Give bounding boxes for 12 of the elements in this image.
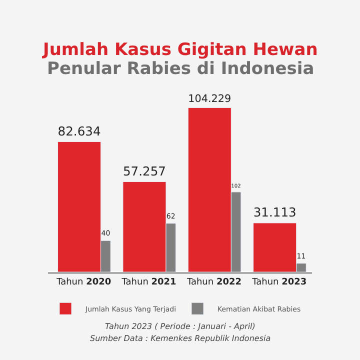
text: Sumber Data : Kemenkes Republik Indonesia [90,334,271,343]
data-label: 104.229 [188,92,232,105]
chart-subtitle: Penular Rabies di Indonesia [47,59,314,79]
data-label: 82.634 [58,124,101,138]
x-tick-label: Tahun 2023 [251,278,307,288]
x-tick-label: Tahun 2020 [56,278,112,288]
x-tick-label: Tahun 2022 [186,278,242,288]
x-tick-label: Tahun 2021 [120,278,176,288]
chart-title: Jumlah Kasus Gigitan Hewan [42,40,318,60]
text: Tahun 2023 ( Periode : Januari - April) [105,322,256,331]
data-label: 57.257 [122,164,166,178]
data-label: 31.113 [253,206,296,220]
